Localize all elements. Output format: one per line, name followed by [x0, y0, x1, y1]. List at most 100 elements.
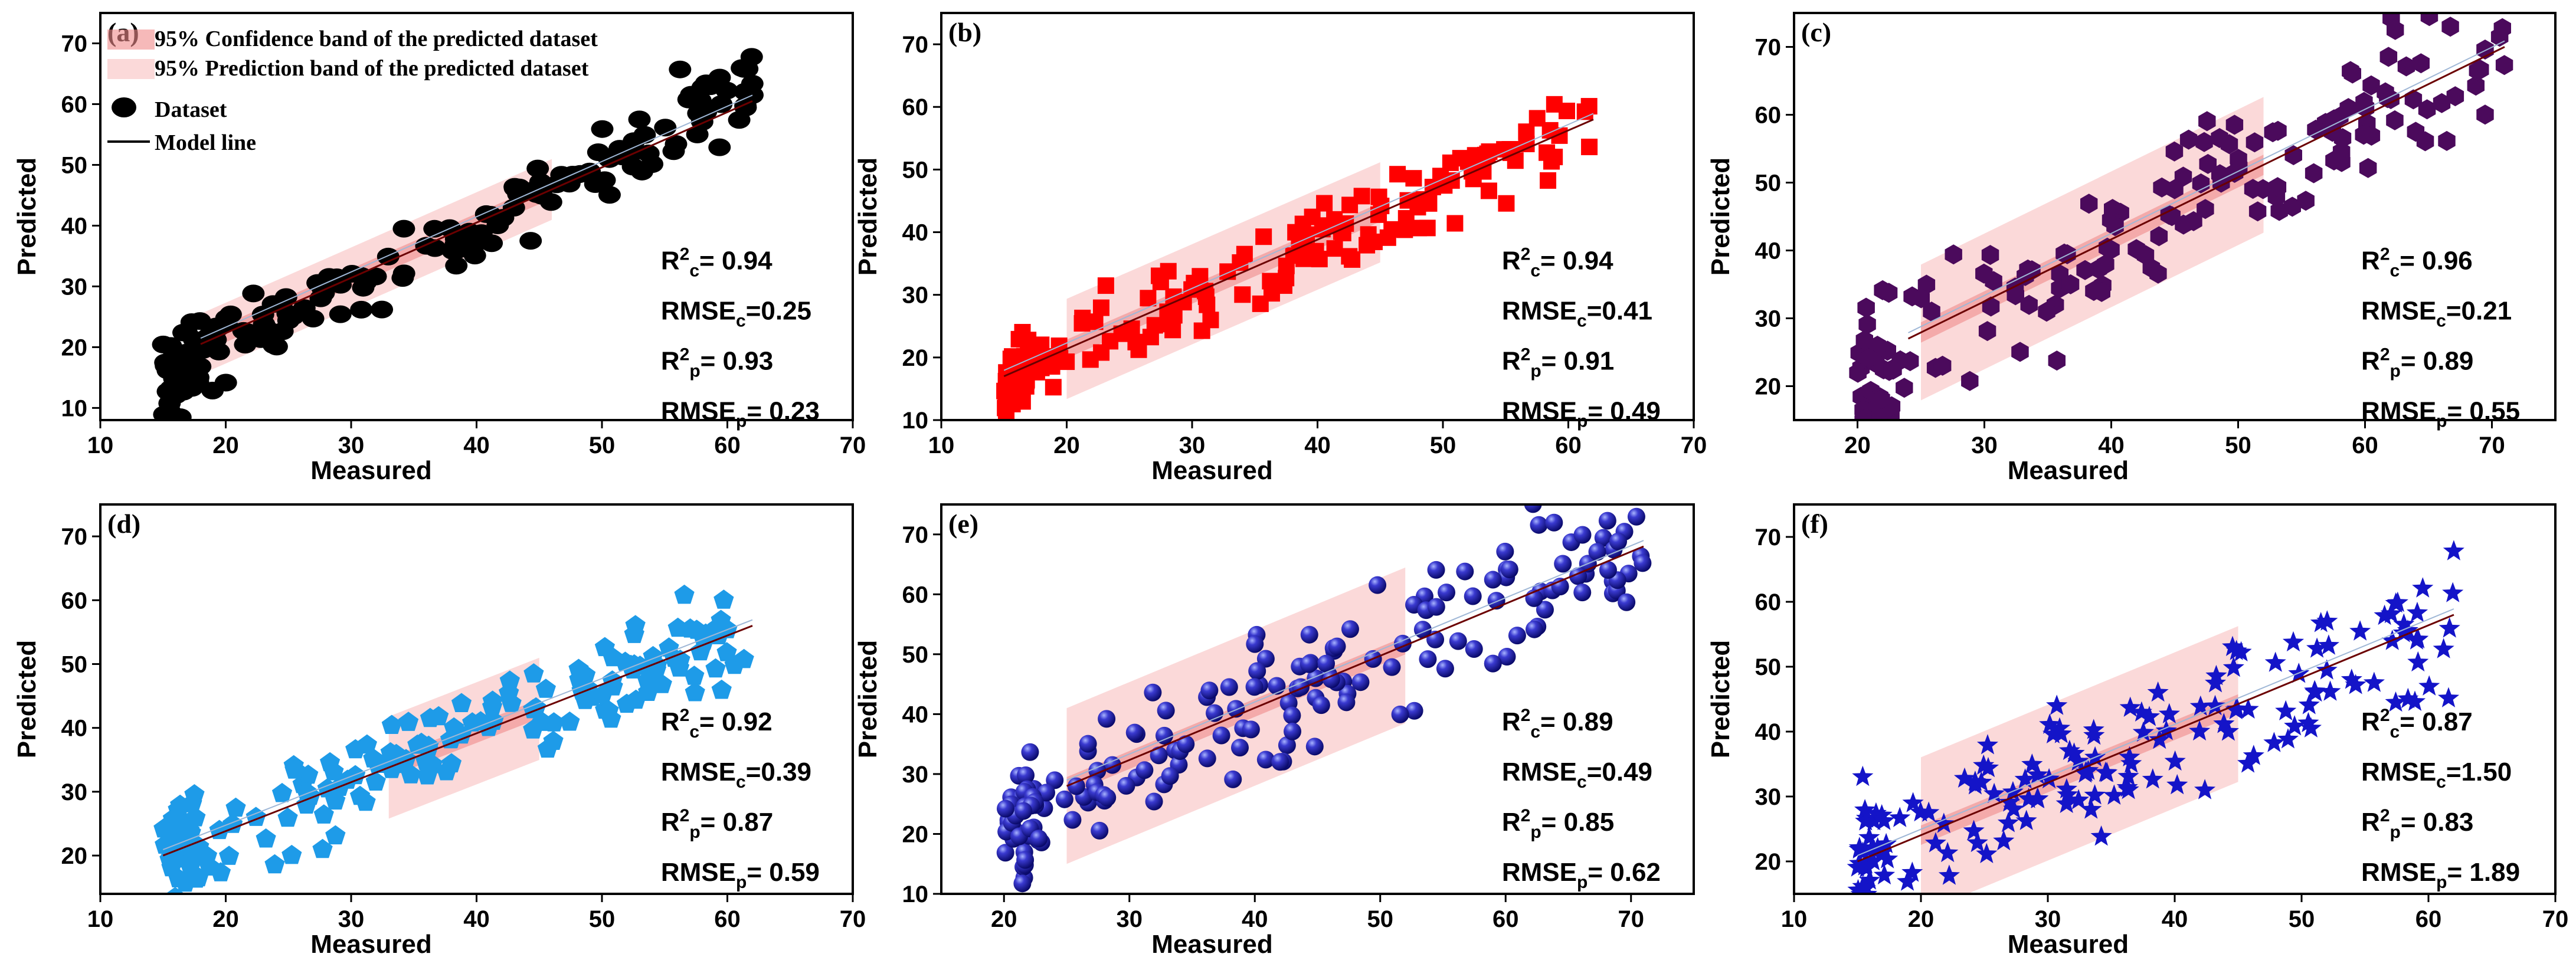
- data-point: [2204, 694, 2226, 716]
- data-point: [2027, 763, 2048, 784]
- chart-panel-f: 10 20 30 40 50 60 70 20 30 40 50 60 70 Measured Predic…: [1706, 503, 2568, 959]
- legend-swatch-prediction: [107, 59, 155, 79]
- data-point: [1976, 734, 1998, 755]
- data-point: [242, 284, 265, 303]
- stat-label: RMSEp= 0.23: [661, 397, 820, 431]
- data-point: [2297, 712, 2319, 733]
- data-point: [1896, 378, 1913, 398]
- data-point: [325, 825, 346, 845]
- y-axis-label: Predicted: [12, 158, 41, 276]
- data-point: [2437, 687, 2460, 707]
- data-point: [1484, 571, 1502, 589]
- data-point: [1877, 848, 1899, 868]
- data-point: [1484, 654, 1502, 673]
- data-point: [2418, 99, 2436, 120]
- data-point: [1379, 229, 1396, 246]
- data-point: [1256, 650, 1275, 668]
- y-tick-label: 50: [1755, 171, 1782, 196]
- data-point: [519, 232, 542, 250]
- data-point: [1186, 274, 1203, 291]
- data-point: [1976, 843, 1998, 863]
- data-point: [197, 845, 218, 865]
- data-point: [1500, 561, 1518, 579]
- plot-area: [1847, 540, 2464, 894]
- data-point: [377, 247, 400, 266]
- plot-area: [1849, 13, 2513, 420]
- data-point: [996, 799, 1014, 818]
- data-point: [1857, 297, 1875, 318]
- model-line: [200, 100, 753, 345]
- data-point: [2406, 601, 2428, 622]
- data-point: [214, 373, 237, 392]
- data-point: [1242, 720, 1260, 739]
- y-tick-label: 40: [902, 702, 929, 727]
- data-point: [436, 761, 457, 781]
- data-point: [1013, 874, 1032, 893]
- data-point: [1230, 739, 1249, 757]
- data-point: [1902, 792, 1924, 812]
- data-point: [1863, 809, 1885, 831]
- data-point: [1097, 277, 1114, 294]
- data-point: [716, 642, 737, 661]
- x-tick-label: 50: [1367, 906, 1394, 932]
- data-point: [1999, 791, 2021, 812]
- data-point: [2397, 687, 2419, 709]
- x-tick-label: 70: [2479, 432, 2505, 458]
- stat-label: RMSEp= 0.55: [2361, 397, 2520, 431]
- data-point: [680, 86, 703, 104]
- data-point: [1588, 543, 1606, 561]
- data-point: [1284, 722, 1302, 740]
- legend-label: 95% Confidence band of the predicted dat…: [155, 27, 598, 51]
- x-tick-label: 70: [840, 906, 866, 932]
- data-point: [482, 690, 503, 710]
- data-point: [2007, 285, 2024, 306]
- data-point: [1389, 166, 1406, 183]
- data-point: [1014, 802, 1033, 820]
- data-point: [1130, 341, 1147, 358]
- data-point: [1177, 735, 1195, 753]
- data-point: [685, 682, 705, 702]
- data-point: [2063, 742, 2085, 763]
- legend-label: Dataset: [155, 97, 227, 122]
- data-point: [2136, 245, 2155, 266]
- data-point: [1849, 362, 1867, 383]
- data-point: [1268, 677, 1286, 695]
- data-point: [1464, 587, 1482, 605]
- data-point: [1150, 746, 1168, 765]
- y-tick-label: 60: [1755, 103, 1782, 129]
- data-point: [1456, 562, 1474, 581]
- data-point: [2119, 746, 2140, 766]
- data-point: [2090, 825, 2112, 846]
- data-point: [1016, 851, 1035, 869]
- data-point: [1883, 359, 1901, 380]
- data-point: [1405, 702, 1423, 720]
- data-point: [2120, 752, 2142, 773]
- data-point: [1912, 288, 1930, 309]
- data-point: [1546, 96, 1563, 113]
- data-point: [1405, 170, 1422, 187]
- data-point: [312, 838, 333, 858]
- data-point: [2020, 294, 2038, 315]
- y-tick-label: 60: [1755, 589, 1782, 615]
- data-point: [2264, 122, 2282, 143]
- data-point: [371, 300, 394, 319]
- data-point: [2147, 681, 2169, 702]
- data-point: [2096, 762, 2118, 782]
- y-tick-label: 10: [902, 408, 929, 434]
- data-point: [1982, 296, 2000, 317]
- data-point: [172, 323, 195, 342]
- y-tick-label: 70: [61, 524, 88, 550]
- data-point: [2103, 784, 2125, 805]
- data-point: [1918, 801, 1940, 822]
- data-point: [667, 617, 688, 637]
- fit-line: [162, 619, 753, 851]
- data-point: [1873, 864, 1896, 885]
- data-point: [1978, 321, 1996, 342]
- data-point: [153, 818, 174, 838]
- data-point: [1953, 767, 1976, 788]
- data-point: [1938, 864, 1960, 885]
- data-point: [1234, 286, 1251, 303]
- y-tick-label: 50: [61, 152, 88, 178]
- data-point: [1125, 723, 1144, 742]
- data-point: [313, 804, 334, 824]
